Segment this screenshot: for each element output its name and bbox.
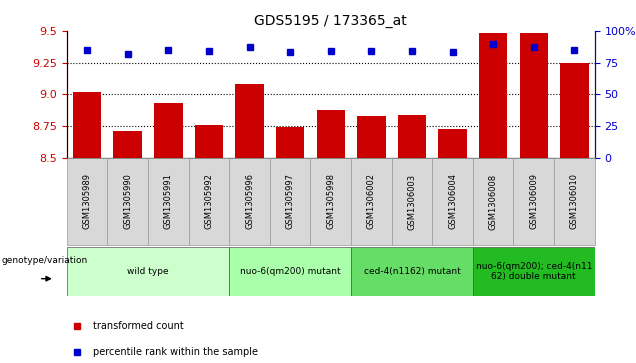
Text: GSM1306002: GSM1306002 <box>367 174 376 229</box>
Text: GSM1305997: GSM1305997 <box>286 174 294 229</box>
Bar <box>154 103 183 158</box>
Bar <box>229 247 351 296</box>
Text: GSM1305989: GSM1305989 <box>83 174 92 229</box>
Title: GDS5195 / 173365_at: GDS5195 / 173365_at <box>254 15 407 28</box>
Bar <box>73 92 101 158</box>
Bar <box>107 158 148 245</box>
Text: GSM1305992: GSM1305992 <box>204 174 214 229</box>
Text: transformed count: transformed count <box>93 321 184 331</box>
Bar <box>554 158 595 245</box>
Bar <box>357 116 385 158</box>
Bar <box>67 158 107 245</box>
Bar <box>479 33 508 158</box>
Bar <box>473 158 513 245</box>
Text: nuo-6(qm200) mutant: nuo-6(qm200) mutant <box>240 267 340 276</box>
Bar <box>148 158 189 245</box>
Text: ced-4(n1162) mutant: ced-4(n1162) mutant <box>364 267 460 276</box>
Text: wild type: wild type <box>127 267 169 276</box>
Bar <box>270 158 310 245</box>
Text: GSM1305998: GSM1305998 <box>326 174 335 229</box>
Bar <box>520 33 548 158</box>
Bar <box>392 158 432 245</box>
Text: GSM1305996: GSM1305996 <box>245 174 254 229</box>
Bar <box>513 158 554 245</box>
Text: GSM1306003: GSM1306003 <box>408 174 417 229</box>
Text: GSM1306009: GSM1306009 <box>529 174 538 229</box>
Text: GSM1305990: GSM1305990 <box>123 174 132 229</box>
Text: nuo-6(qm200); ced-4(n11
62) double mutant: nuo-6(qm200); ced-4(n11 62) double mutan… <box>476 262 592 281</box>
Bar <box>276 127 305 158</box>
Bar <box>67 247 229 296</box>
Text: percentile rank within the sample: percentile rank within the sample <box>93 347 258 357</box>
Bar <box>351 247 473 296</box>
Bar <box>317 110 345 158</box>
Text: genotype/variation: genotype/variation <box>1 256 88 265</box>
Text: GSM1306008: GSM1306008 <box>488 174 497 229</box>
Bar <box>113 131 142 158</box>
Bar <box>195 125 223 158</box>
Bar <box>560 62 588 158</box>
Bar <box>438 129 467 158</box>
Text: GSM1305991: GSM1305991 <box>164 174 173 229</box>
Text: GSM1306004: GSM1306004 <box>448 174 457 229</box>
Bar <box>432 158 473 245</box>
Bar <box>229 158 270 245</box>
Bar <box>189 158 229 245</box>
Bar <box>398 115 426 158</box>
Bar <box>351 158 392 245</box>
Text: GSM1306010: GSM1306010 <box>570 174 579 229</box>
Bar <box>235 84 264 158</box>
Bar <box>310 158 351 245</box>
Bar <box>473 247 595 296</box>
